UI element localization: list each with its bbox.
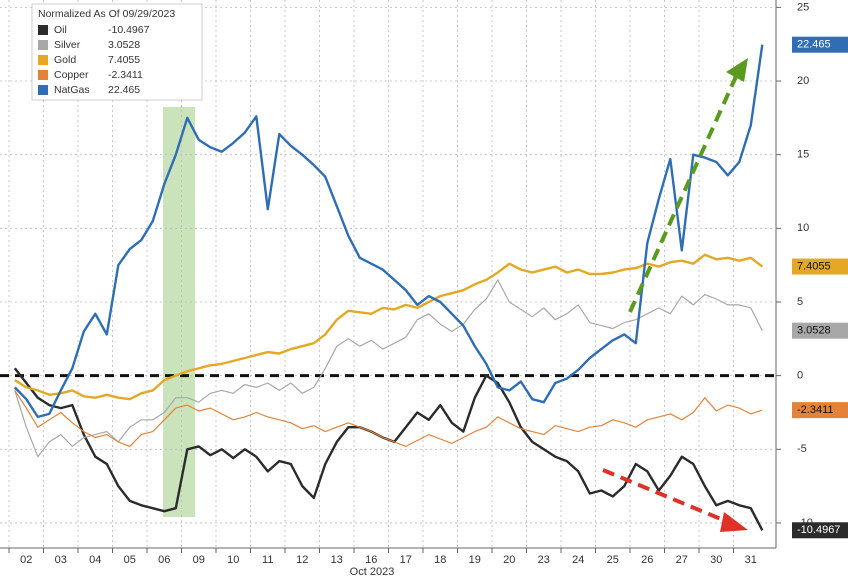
legend-label: Silver xyxy=(54,39,81,51)
legend-value: 3.0528 xyxy=(108,39,140,51)
x-tick-label: 02 xyxy=(20,554,32,566)
down-arrow-head xyxy=(720,512,748,532)
end-label: -10.4967 xyxy=(797,524,840,536)
end-label-box xyxy=(792,522,848,539)
x-tick-label: 06 xyxy=(158,554,170,566)
y-tick-label: 20 xyxy=(797,75,809,87)
up-arrow xyxy=(628,71,740,313)
x-tick-label: 05 xyxy=(124,554,136,566)
down-arrow xyxy=(602,468,729,524)
end-label-box xyxy=(792,258,848,275)
x-tick-label: 30 xyxy=(710,554,722,566)
legend-label: NatGas xyxy=(54,84,90,96)
legend-value: -2.3411 xyxy=(108,69,143,81)
y-tick-label: -5 xyxy=(797,443,807,455)
series-line xyxy=(14,390,763,447)
end-label: 7.4055 xyxy=(797,260,831,272)
x-tick-label: 12 xyxy=(296,554,308,566)
legend-value: 22.465 xyxy=(108,84,140,96)
legend-box xyxy=(31,3,203,101)
legend-swatch xyxy=(38,70,48,80)
y-tick-label: 15 xyxy=(797,149,809,161)
x-tick-label: 04 xyxy=(89,554,101,566)
end-label: -2.3411 xyxy=(797,404,834,416)
x-tick-label: 27 xyxy=(676,554,688,566)
up-arrow-head xyxy=(726,58,748,82)
x-tick-label: 25 xyxy=(607,554,619,566)
x-tick-label: 19 xyxy=(469,554,481,566)
series-line xyxy=(13,44,764,419)
end-label-box xyxy=(792,36,848,53)
x-axis-label: Oct 2023 xyxy=(350,566,395,578)
legend-swatch xyxy=(38,40,48,50)
legend-swatch xyxy=(38,85,48,95)
x-tick-label: 24 xyxy=(572,554,584,566)
x-tick-label: 31 xyxy=(745,554,757,566)
x-tick-label: 17 xyxy=(400,554,412,566)
legend: Normalized As Of 09/29/2023 Oil -10.4967 S… xyxy=(31,3,203,101)
highlight-band xyxy=(163,107,195,517)
legend-value: 7.4055 xyxy=(108,54,140,66)
legend-title: Normalized As Of 09/29/2023 xyxy=(38,8,175,20)
legend-swatch xyxy=(38,25,48,35)
end-label-box xyxy=(792,322,848,339)
end-label: 22.465 xyxy=(797,39,831,51)
x-tick-label: 20 xyxy=(503,554,515,566)
x-tick-label: 11 xyxy=(262,554,273,566)
x-tick-label: 03 xyxy=(55,554,67,566)
y-tick-label: 5 xyxy=(797,296,803,308)
end-label: 3.0528 xyxy=(797,325,831,337)
x-tick-label: 13 xyxy=(331,554,343,566)
legend-swatch xyxy=(38,55,48,65)
y-tick-label: 10 xyxy=(797,222,809,234)
x-tick-label: 09 xyxy=(193,554,205,566)
x-tick-label: 16 xyxy=(365,554,377,566)
legend-label: Copper xyxy=(54,69,89,81)
series-line xyxy=(14,253,764,401)
legend-label: Oil xyxy=(54,24,67,36)
x-tick-label: 26 xyxy=(641,554,653,566)
legend-value: -10.4967 xyxy=(108,24,150,36)
y-tick-label: 25 xyxy=(797,1,809,13)
x-tick-label: 23 xyxy=(538,554,550,566)
x-tick-label: 10 xyxy=(227,554,239,566)
y-tick-label: 0 xyxy=(797,370,803,382)
end-label-box xyxy=(792,402,848,419)
legend-label: Gold xyxy=(54,54,76,66)
x-tick-label: 18 xyxy=(434,554,446,566)
